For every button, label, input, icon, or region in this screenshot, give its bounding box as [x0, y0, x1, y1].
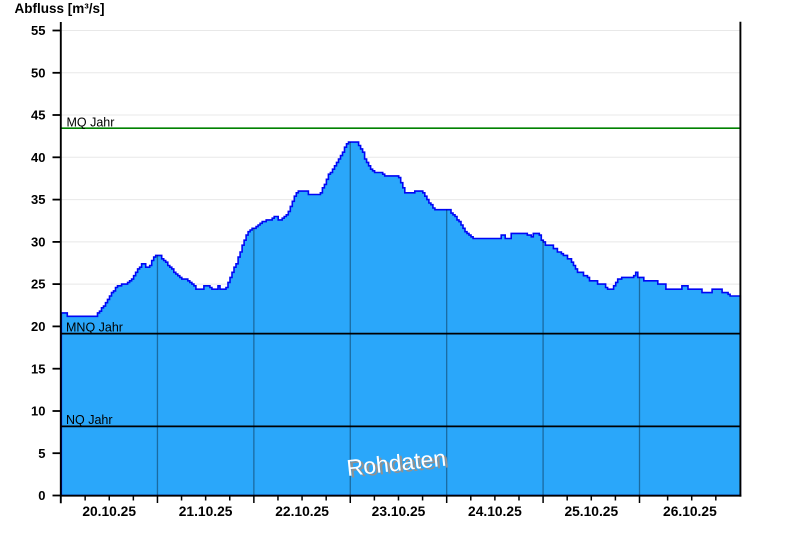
svg-text:30: 30: [31, 235, 45, 250]
svg-text:26.10.25: 26.10.25: [663, 504, 717, 519]
svg-text:50: 50: [31, 65, 45, 80]
svg-text:NQ Jahr: NQ Jahr: [66, 413, 113, 427]
svg-text:5: 5: [38, 446, 45, 461]
svg-text:45: 45: [31, 108, 45, 123]
svg-text:24.10.25: 24.10.25: [468, 504, 522, 519]
svg-text:23.10.25: 23.10.25: [372, 504, 426, 519]
svg-text:40: 40: [31, 150, 45, 165]
svg-text:20: 20: [31, 319, 45, 334]
svg-text:22.10.25: 22.10.25: [275, 504, 329, 519]
svg-text:MQ Jahr: MQ Jahr: [67, 115, 115, 129]
svg-text:15: 15: [31, 361, 45, 376]
svg-text:20.10.25: 20.10.25: [82, 504, 136, 519]
svg-text:Abfluss [m³/s]: Abfluss [m³/s]: [15, 1, 105, 16]
svg-text:0: 0: [38, 488, 45, 503]
svg-text:MNQ Jahr: MNQ Jahr: [66, 321, 123, 335]
svg-text:35: 35: [31, 192, 45, 207]
svg-text:10: 10: [31, 404, 45, 419]
svg-text:25.10.25: 25.10.25: [564, 504, 618, 519]
svg-text:25: 25: [31, 277, 45, 292]
svg-text:21.10.25: 21.10.25: [179, 504, 233, 519]
svg-text:55: 55: [31, 23, 45, 38]
